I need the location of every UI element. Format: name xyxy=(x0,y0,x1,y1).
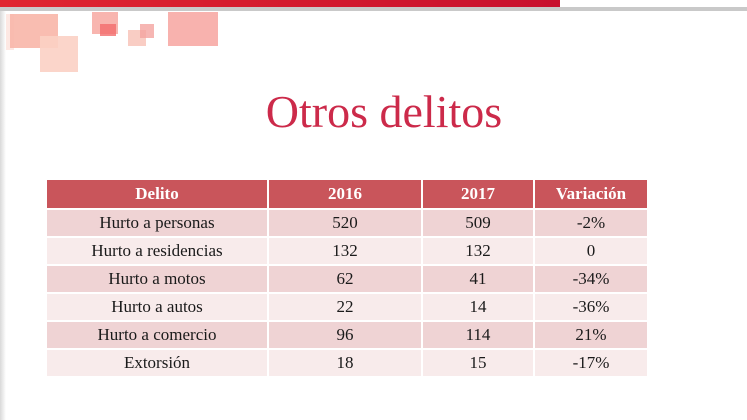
table-row: Hurto a motos 62 41 -34% xyxy=(45,264,649,294)
table-header-row: Delito 2016 2017 Variación xyxy=(45,178,649,210)
left-edge-decoration xyxy=(0,0,6,420)
cell-variacion: -36% xyxy=(533,292,649,322)
header-2016: 2016 xyxy=(267,178,423,210)
cell-variacion: 0 xyxy=(533,236,649,266)
top-gray-bar xyxy=(0,7,747,11)
top-red-bar xyxy=(0,0,560,7)
cell-2016: 62 xyxy=(267,264,423,294)
cell-2017: 14 xyxy=(421,292,535,322)
cell-2017: 132 xyxy=(421,236,535,266)
decorative-square xyxy=(40,36,78,72)
cell-delito: Hurto a comercio xyxy=(45,320,269,350)
cell-2017: 509 xyxy=(421,208,535,238)
cell-delito: Hurto a residencias xyxy=(45,236,269,266)
cell-2016: 18 xyxy=(267,348,423,378)
cell-2016: 22 xyxy=(267,292,423,322)
cell-delito: Hurto a autos xyxy=(45,292,269,322)
decorative-square xyxy=(140,24,154,38)
table-row: Hurto a comercio 96 114 21% xyxy=(45,320,649,350)
table-row: Hurto a residencias 132 132 0 xyxy=(45,236,649,266)
cell-2017: 114 xyxy=(421,320,535,350)
cell-variacion: -17% xyxy=(533,348,649,378)
cell-2017: 15 xyxy=(421,348,535,378)
cell-variacion: -34% xyxy=(533,264,649,294)
decorative-square xyxy=(100,24,116,36)
cell-2016: 132 xyxy=(267,236,423,266)
cell-delito: Extorsión xyxy=(45,348,269,378)
slide-title: Otros delitos xyxy=(265,86,503,137)
cell-2016: 520 xyxy=(267,208,423,238)
crime-table: Delito 2016 2017 Variación Hurto a perso… xyxy=(45,178,649,378)
decorative-square xyxy=(168,12,218,46)
cell-2017: 41 xyxy=(421,264,535,294)
header-variacion: Variación xyxy=(533,178,649,210)
cell-delito: Hurto a personas xyxy=(45,208,269,238)
cell-2016: 96 xyxy=(267,320,423,350)
cell-delito: Hurto a motos xyxy=(45,264,269,294)
header-2017: 2017 xyxy=(421,178,535,210)
cell-variacion: -2% xyxy=(533,208,649,238)
header-delito: Delito xyxy=(45,178,269,210)
table-row: Extorsión 18 15 -17% xyxy=(45,348,649,378)
table-row: Hurto a personas 520 509 -2% xyxy=(45,208,649,238)
table-row: Hurto a autos 22 14 -36% xyxy=(45,292,649,322)
cell-variacion: 21% xyxy=(533,320,649,350)
